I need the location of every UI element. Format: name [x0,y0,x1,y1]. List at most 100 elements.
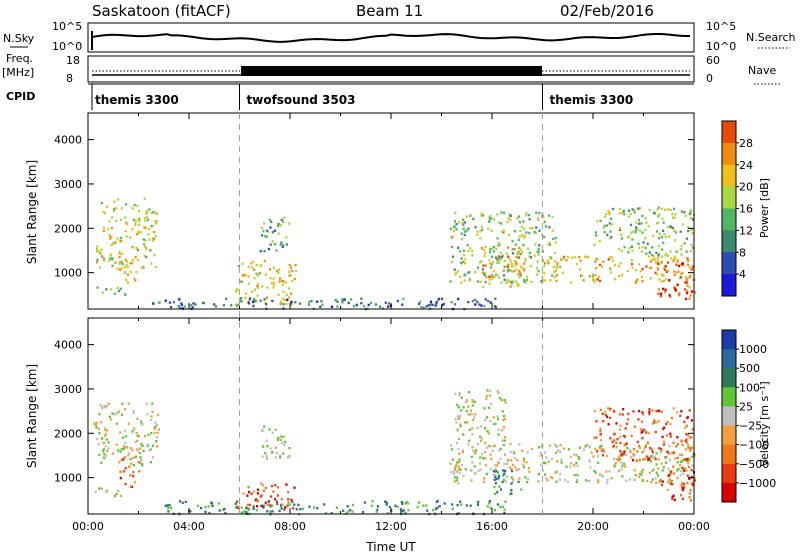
range-cell [527,466,530,470]
range-cell [191,306,194,309]
range-cell [683,281,686,284]
nsky-tick-bottom: 10^0 [52,40,82,53]
range-cell [490,263,493,266]
range-cell [629,212,632,216]
range-cell [668,235,671,238]
range-cell [429,300,433,303]
range-cell [118,250,121,254]
range-cell [147,227,150,230]
range-cell [601,412,604,415]
range-cell [155,424,158,427]
range-cell [131,449,134,452]
range-cell [470,469,473,472]
range-cell [677,270,680,273]
range-cell [134,256,137,259]
range-cell [623,462,626,465]
range-cell [679,474,682,477]
range-cell [691,455,694,458]
range-cell [455,442,459,445]
range-cell [149,418,153,422]
range-cell [143,225,146,229]
range-cell [154,265,157,269]
range-cell [566,255,569,259]
range-cell [542,216,545,219]
range-cell [650,447,653,450]
range-cell [497,428,500,431]
range-cell [689,249,692,253]
range-cell [256,492,259,495]
range-cell [150,431,153,435]
range-cell [606,481,609,485]
range-cell [124,466,127,470]
range-cell [116,411,119,414]
range-cell [599,263,602,267]
range-cell [654,271,657,274]
range-cell [137,223,141,227]
range-cell [511,248,514,251]
range-cell [503,278,506,281]
range-cell [618,454,621,458]
range-cell [479,425,482,428]
range-cell [519,274,522,277]
range-cell [109,237,112,240]
range-cell [638,446,642,450]
range-cell [279,277,282,280]
range-cell [497,257,500,260]
x-tick-label: 08:00 [274,520,306,533]
range-cell [677,294,680,297]
range-cell [238,264,241,268]
range-cell [456,427,459,431]
range-cell [482,285,485,289]
range-cell [144,226,147,229]
range-cell [641,231,644,234]
range-cell [523,457,526,460]
range-cell [453,268,456,271]
range-cell [106,489,109,492]
range-cell [595,436,598,439]
range-cell [640,428,643,431]
range-cell [274,243,277,246]
range-cell [488,262,492,265]
range-cell [166,504,169,507]
range-cell [640,250,643,253]
range-cell [264,501,267,504]
range-cell [459,468,462,471]
range-cell [660,292,663,295]
range-cell [457,437,460,441]
range-cell [548,444,551,447]
range-cell [555,266,558,270]
range-cell [620,233,623,236]
range-cell [155,436,159,439]
range-cell [551,215,554,219]
range-cell [590,451,593,454]
range-cell [487,406,491,410]
range-cell [631,266,634,269]
range-cell [274,484,277,487]
range-cell [554,236,557,240]
range-cell [265,235,268,238]
range-cell [625,442,628,445]
range-cell [651,253,654,257]
range-cell [672,451,676,454]
range-cell [351,510,354,513]
range-cell [648,412,651,416]
range-cell [528,255,531,258]
range-cell [124,230,127,233]
range-cell [612,410,616,413]
range-cell [280,218,283,222]
range-cell [141,462,144,466]
range-cell [158,301,161,304]
range-cell [157,413,160,417]
range-cell [555,274,558,277]
range-cell [274,456,277,459]
range-cell [606,233,609,237]
range-cell [521,251,524,254]
range-cell [495,477,498,481]
range-cell [110,258,113,262]
range-cell [655,251,658,254]
range-cell [96,286,99,289]
range-cell [272,277,275,280]
range-cell [136,204,139,208]
range-cell [607,407,610,410]
range-cell [457,405,461,409]
